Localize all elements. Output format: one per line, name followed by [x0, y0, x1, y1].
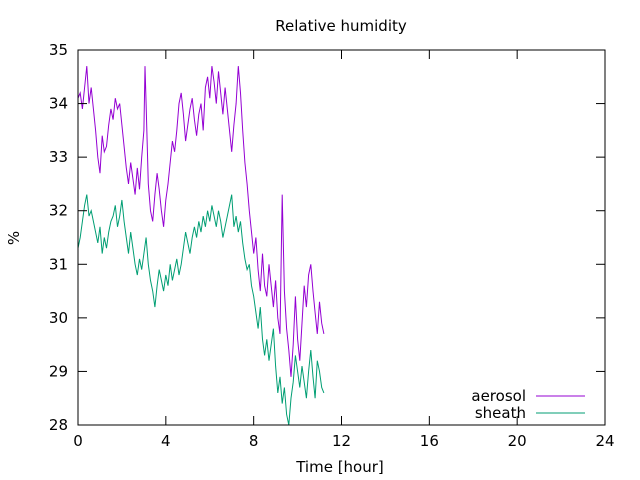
y-tick-label: 35 [49, 41, 68, 59]
series-layer [77, 66, 325, 426]
y-axis-title: % [5, 231, 23, 245]
x-tick-label: 12 [332, 432, 351, 450]
x-tick-label: 4 [161, 432, 171, 450]
legend-label-aerosol: aerosol [471, 387, 526, 405]
plot-frame [77, 49, 606, 426]
y-tick-label: 28 [49, 416, 68, 434]
y-tick-label: 31 [49, 255, 68, 273]
axis-ticks: 0 4 8 12 16 20 24 28 29 30 31 32 33 34 35 [49, 41, 615, 450]
y-tick-label: 33 [49, 148, 68, 166]
x-axis-title: Time [hour] [295, 458, 384, 476]
y-tick-label: 32 [49, 202, 68, 220]
legend-label-sheath: sheath [475, 404, 526, 422]
y-tick-label: 34 [49, 95, 68, 113]
x-tick-label: 20 [508, 432, 527, 450]
y-tick-label: 30 [49, 309, 68, 327]
x-tick-label: 0 [73, 432, 83, 450]
chart-title: Relative humidity [275, 17, 407, 35]
x-tick-label: 16 [420, 432, 439, 450]
x-tick-label: 24 [595, 432, 614, 450]
series-line-sheath [77, 194, 325, 426]
series-line-aerosol [77, 66, 325, 377]
x-tick-label: 8 [249, 432, 259, 450]
y-tick-label: 29 [49, 362, 68, 380]
